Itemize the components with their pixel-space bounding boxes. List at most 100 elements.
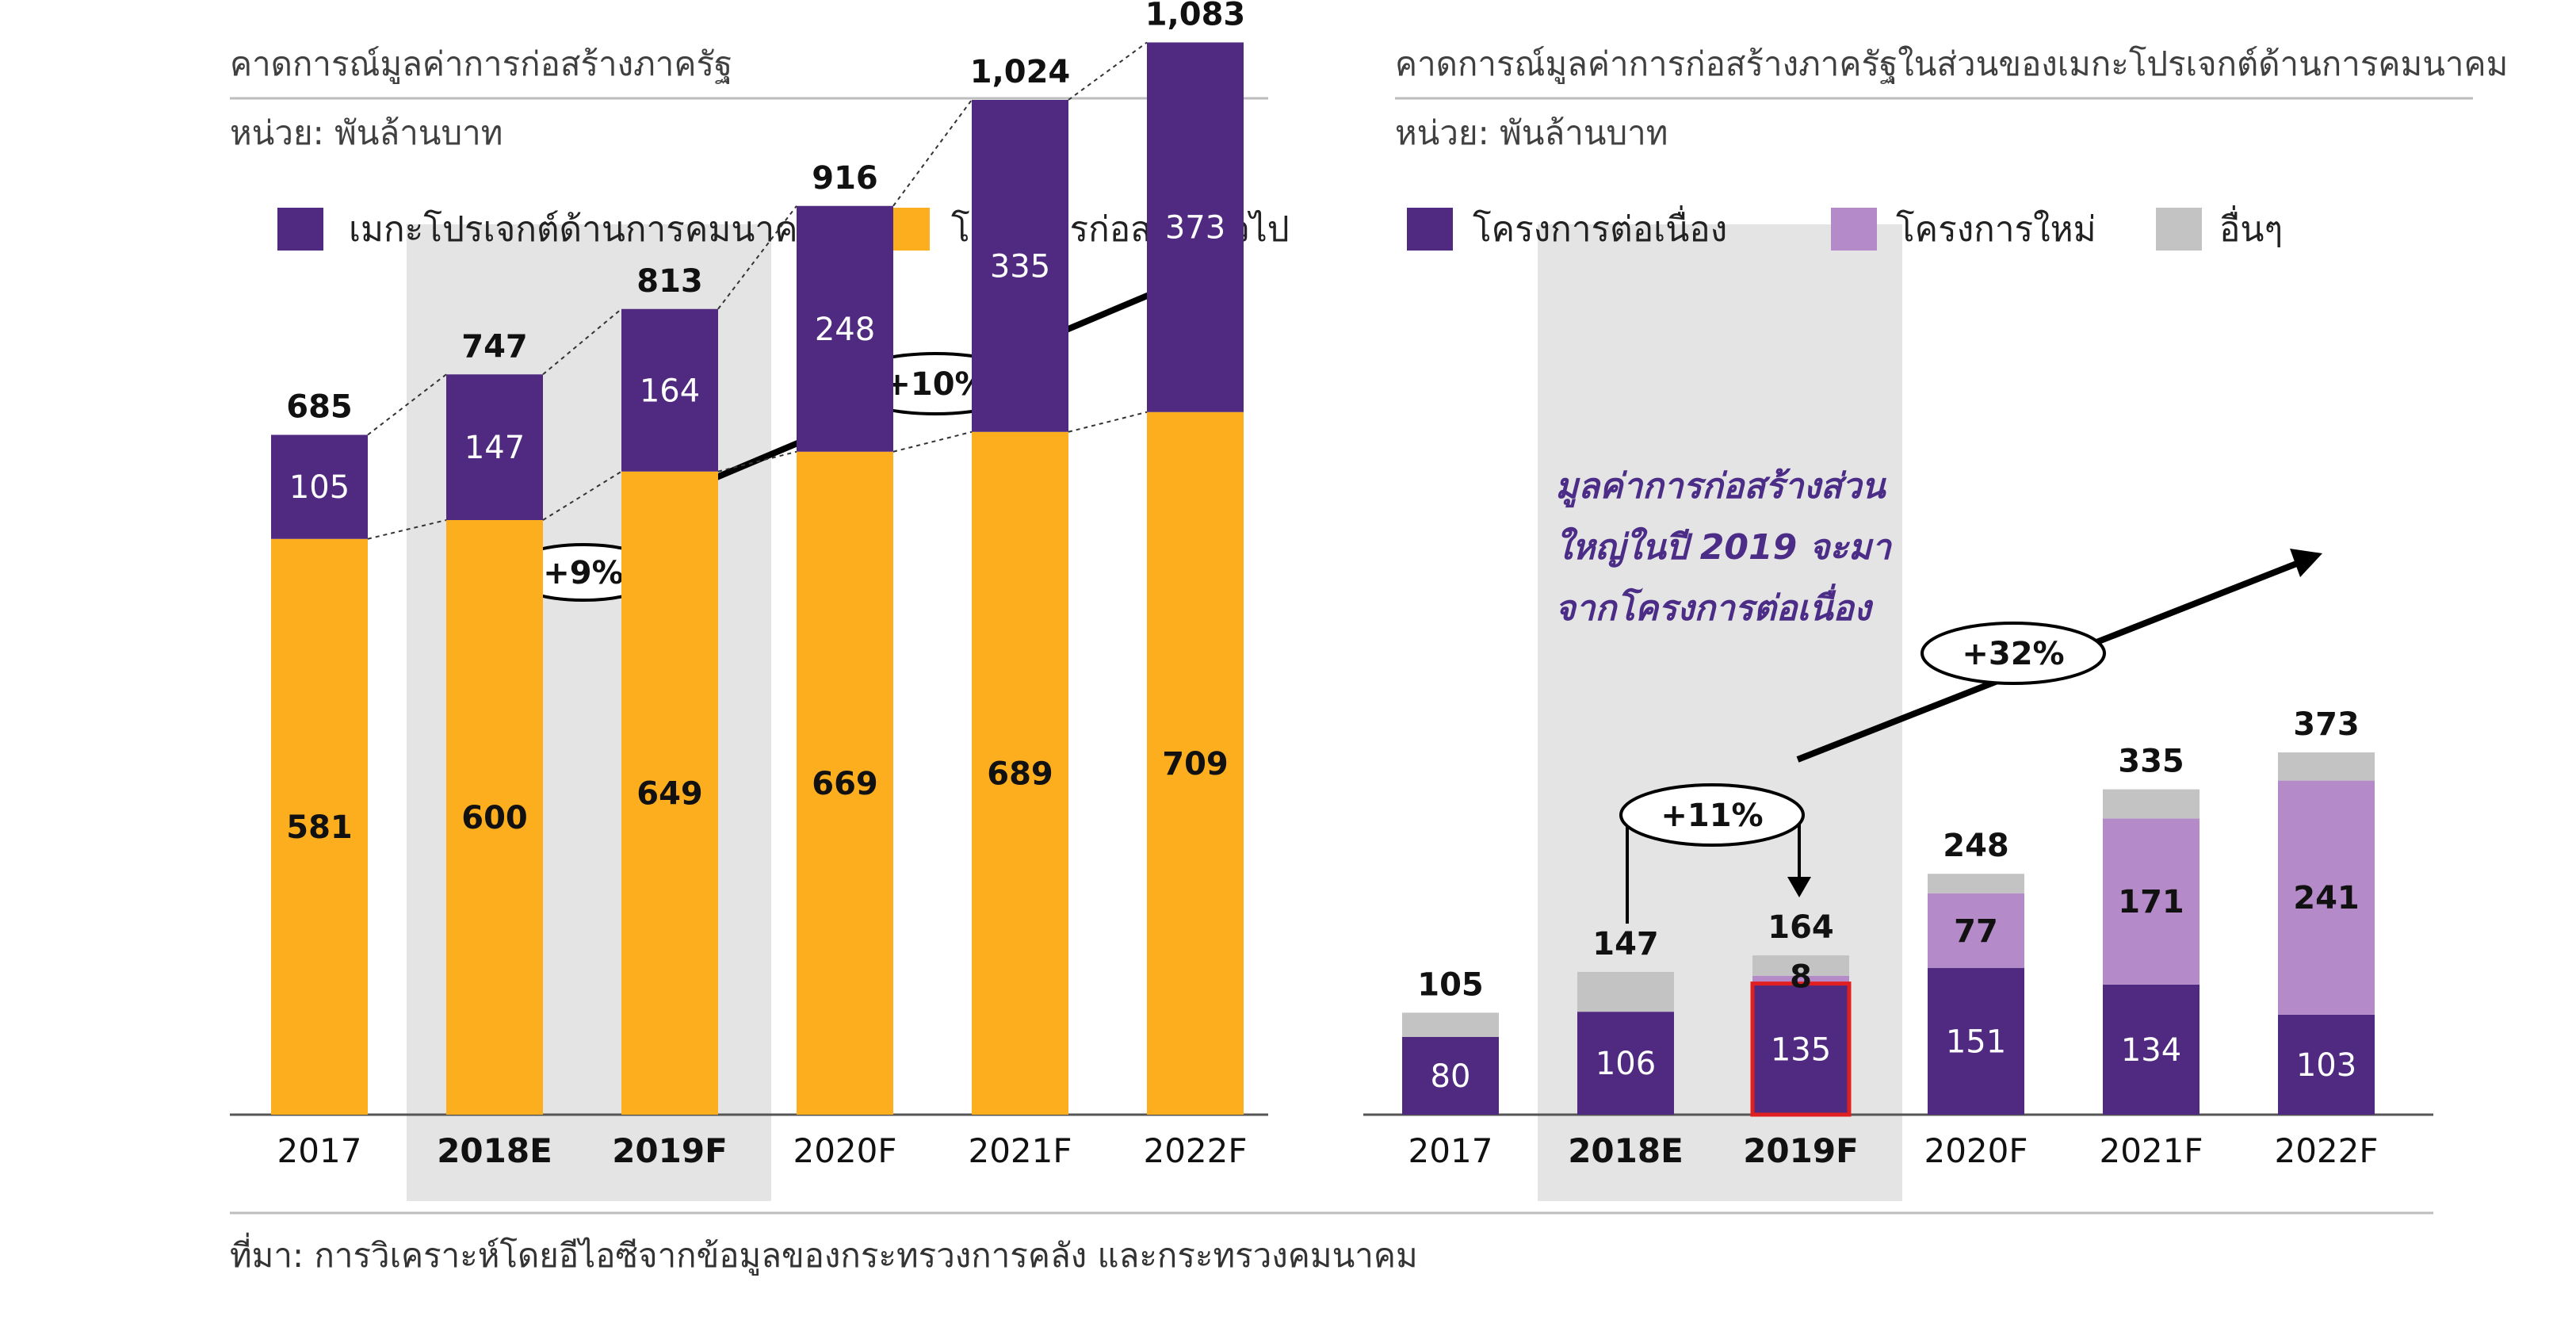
right-bar-other-2019F: [1752, 955, 1849, 976]
left-label-general-2017: 581: [286, 809, 353, 846]
right-label-continuing-2020F: 151: [1946, 1024, 2006, 1061]
left-label-mega-2017: 105: [289, 469, 350, 506]
left-bar-general-2021F: [972, 431, 1068, 1115]
right-growth-bracket-arrowhead: [1787, 877, 1811, 897]
left-connector-top-0: [367, 373, 447, 436]
left-bar-general-2018E: [446, 520, 543, 1115]
right-tick-2019F: 2019F: [1743, 1131, 1859, 1170]
right-bar-other-2018E: [1577, 971, 1674, 1012]
left-total-2018E: 747: [461, 328, 528, 365]
left-connector-mid-3: [892, 430, 973, 453]
right-tick-2017: 2017: [1408, 1131, 1493, 1170]
left-connector-top-1: [542, 308, 622, 376]
right-legend-swatch-other: [2156, 208, 2202, 251]
right-bar-new-2021F: [2103, 818, 2200, 985]
right-legend-label-continuing: โครงการต่อเนื่อง: [1473, 205, 1727, 250]
right-tick-2018E: 2018E: [1568, 1131, 1684, 1170]
right-bar-other-2021F: [2103, 789, 2200, 819]
right-label-continuing-2017: 80: [1431, 1058, 1471, 1095]
right-legend-swatch-continuing: [1407, 208, 1453, 251]
right-bar-new-2019F: [1752, 975, 1849, 984]
left-connector-top-4: [1068, 41, 1148, 101]
left-tick-2021F: 2021F: [968, 1131, 1072, 1170]
right-bar-continuing-2017: [1402, 1037, 1499, 1115]
right-bar-other-2022F: [2278, 752, 2375, 781]
right-bar-continuing-2020F: [1928, 968, 2024, 1115]
left-label-general-2021F: 689: [987, 756, 1053, 792]
left-total-2022F: 1,083: [1145, 0, 1246, 33]
left-bar-mega-2017: [271, 434, 368, 539]
left-connector-top-3: [892, 99, 973, 207]
right-legend-swatch-new: [1831, 208, 1877, 251]
left-bar-general-2022F: [1147, 411, 1244, 1115]
right-bar-new-2022F: [2278, 780, 2375, 1015]
left-legend-label-mega: เมกะโปรเจกต์ด้านการคมนาคม: [349, 209, 821, 250]
right-label-continuing-2021F: 134: [2121, 1032, 2181, 1069]
right-bar-new-2020F: [1928, 893, 2024, 969]
right-total-2022F: 373: [2293, 706, 2360, 743]
right-label-continuing-2019F: 135: [1771, 1031, 1831, 1068]
right-label-continuing-2022F: 103: [2296, 1047, 2356, 1084]
right-note-line-1: มูลค่าการก่อสร้างส่วน: [1555, 466, 1886, 508]
right-total-2020F: 248: [1943, 828, 2009, 864]
left-bar-mega-2018E: [446, 374, 543, 520]
right-bar-continuing-2018E: [1577, 1012, 1674, 1115]
left-total-2019F: 813: [636, 263, 703, 300]
left-bar-mega-2022F: [1147, 42, 1244, 412]
right-title: คาดการณ์มูลค่าการก่อสร้างภาครัฐในส่วนของ…: [1395, 44, 2508, 84]
left-total-2020F: 916: [812, 160, 878, 197]
right-total-2021F: 335: [2118, 744, 2184, 780]
right-label-continuing-2018E: 106: [1596, 1046, 1656, 1082]
left-label-general-2019F: 649: [636, 775, 703, 812]
left-growth-9-label: +9%: [543, 555, 623, 591]
right-tick-2020F: 2020F: [1924, 1131, 2028, 1170]
left-label-general-2022F: 709: [1162, 746, 1229, 782]
left-label-mega-2018E: 147: [464, 430, 525, 466]
left-growth-10-label: +10%: [884, 366, 986, 403]
right-legend-label-new: โครงการใหม่: [1896, 209, 2096, 250]
left-total-2017: 685: [286, 389, 353, 426]
left-unit: หน่วย: พันล้านบาท: [230, 113, 503, 152]
right-tick-2021F: 2021F: [2099, 1131, 2203, 1170]
right-growth-32-bubble: [1921, 622, 2106, 685]
right-bar-continuing-2019F: [1752, 983, 1849, 1115]
right-bar-continuing-2022F: [2278, 1014, 2375, 1115]
right-plot-area: 80 105 2017 106 147 2018E 135 8 164 2019F 151 77 248…: [1402, 706, 2379, 1170]
left-tick-2022F: 2022F: [1143, 1131, 1247, 1170]
left-title: คาดการณ์มูลค่าการก่อสร้างภาครัฐ: [230, 44, 732, 84]
right-note-line-3: จากโครงการต่อเนื่อง: [1555, 583, 1874, 629]
left-bar-mega-2021F: [972, 100, 1068, 432]
source-note: ที่มา: การวิเคราะห์โดยอีไอซีจากข้อมูลของ…: [230, 1233, 1418, 1276]
right-legend-label-other: อื่นๆ: [2219, 205, 2283, 250]
right-bar-other-2020F: [1928, 874, 2024, 893]
left-label-mega-2019F: 164: [640, 373, 700, 409]
left-tick-2020F: 2020F: [793, 1131, 896, 1170]
left-connector-top-2: [717, 205, 797, 310]
right-label-new-2020F: 77: [1954, 913, 1998, 950]
right-growth-32-label: +32%: [1962, 636, 2064, 672]
right-trend-arrowhead: [2290, 549, 2322, 577]
left-label-mega-2022F: 373: [1165, 210, 1225, 247]
left-tick-2019F: 2019F: [612, 1131, 728, 1170]
left-connector-mid-4: [1068, 411, 1148, 433]
right-note-line-2: ใหญ่ในปี 2019 จะมา: [1555, 526, 1893, 568]
left-plot-area: 581 105 685 2017 600 147 747 2018E 649 164 813 2019…: [271, 0, 1248, 1170]
left-label-mega-2021F: 335: [990, 248, 1050, 285]
left-connector-mid-0: [367, 519, 447, 540]
right-unit: หน่วย: พันล้านบาท: [1395, 113, 1668, 152]
right-total-2018E: 147: [1592, 926, 1659, 962]
left-label-mega-2020F: 248: [815, 312, 875, 348]
left-bar-mega-2019F: [621, 308, 718, 472]
right-label-new-2019F: 8: [1790, 959, 1812, 996]
left-legend-swatch-mega: [277, 208, 323, 251]
left-total-2021F: 1,024: [970, 54, 1071, 90]
left-connector-mid-2: [717, 450, 797, 473]
right-bar-2019F-outline: [1750, 981, 1852, 1117]
right-bar-other-2017: [1402, 1012, 1499, 1037]
right-growth-11-bubble: [1619, 783, 1805, 847]
right-growth-11-label: +11%: [1661, 798, 1763, 834]
left-bar-mega-2020F: [797, 205, 893, 452]
right-tick-2022F: 2022F: [2274, 1131, 2378, 1170]
left-label-general-2018E: 600: [461, 800, 528, 836]
